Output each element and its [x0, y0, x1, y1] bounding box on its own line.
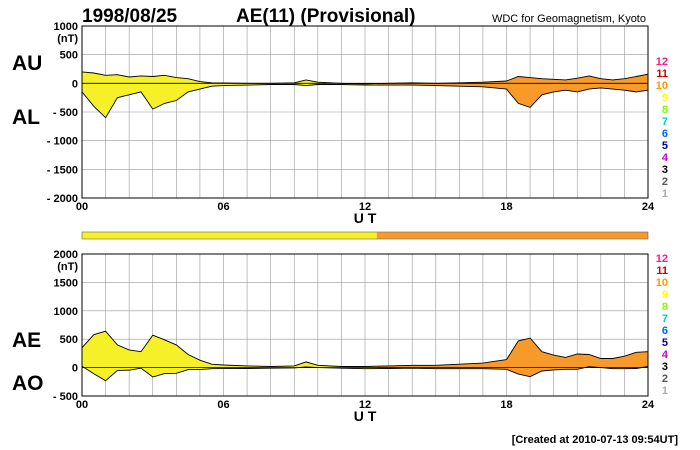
station-bar-frame — [81, 231, 649, 240]
legend-level-12: 12 — [656, 253, 668, 265]
side-label-ae: AE — [12, 329, 41, 352]
x-tick-label: 00 — [76, 201, 88, 213]
legend-level-3: 3 — [662, 164, 668, 176]
legend-level-9: 9 — [662, 92, 668, 104]
legend-level-5: 5 — [662, 337, 668, 349]
legend-level-4: 4 — [662, 152, 669, 164]
legend-level-11: 11 — [656, 68, 668, 80]
y-tick-label: 1000 — [54, 306, 78, 318]
au-al-panel: 1000 500 0 - 500 - 1000 - 1500 - 2000 (nT) 00 06 1… — [12, 21, 655, 226]
legend-level-8: 8 — [662, 104, 668, 116]
side-label-ao: AO — [12, 372, 44, 395]
x-axis-label: U T — [354, 210, 377, 226]
legend-level-1: 1 — [662, 188, 668, 200]
x-tick-label: 06 — [217, 399, 229, 411]
x-tick-label: 24 — [642, 399, 655, 411]
legend-level-5: 5 — [662, 140, 668, 152]
legend-level-4: 4 — [662, 349, 669, 361]
series-line-al — [81, 84, 649, 119]
y-tick-label: 0 — [72, 78, 78, 90]
y-tick-label: 500 — [60, 334, 78, 346]
source-label: WDC for Geomagnetism, Kyoto — [492, 13, 646, 25]
x-tick-label: 12 — [359, 399, 371, 411]
x-tick-label: 06 — [217, 201, 229, 213]
legend-level-1: 1 — [662, 385, 668, 397]
legend-level-12: 12 — [656, 56, 668, 68]
plot-frame — [81, 253, 649, 397]
station-bar-segment-2 — [376, 232, 648, 239]
y-tick-label: - 500 — [53, 107, 78, 119]
area-fill-segment-1 — [82, 331, 377, 381]
legend-level-11: 11 — [656, 265, 668, 277]
x-tick-label: 24 — [642, 201, 655, 213]
legend-level-10: 10 — [656, 80, 668, 92]
area-fill-segment-2 — [376, 74, 648, 108]
legend-level-10: 10 — [656, 277, 668, 289]
area-fill-segment-2 — [376, 338, 648, 377]
series-line-au — [81, 71, 649, 85]
created-label: [Created at 2010-07-13 09:54UT] — [512, 434, 679, 446]
legend-level-6: 6 — [662, 325, 668, 337]
side-label-au: AU — [12, 52, 42, 75]
y-tick-label: - 1500 — [47, 164, 78, 176]
area-fill-segment-1 — [82, 71, 377, 118]
y-unit-label: (nT) — [57, 33, 78, 45]
y-tick-label: 1000 — [54, 21, 78, 33]
x-tick-label: 18 — [500, 201, 512, 213]
date-label: 1998/08/25 — [82, 6, 178, 27]
legend-level-7: 7 — [662, 313, 668, 325]
y-tick-label: 500 — [60, 50, 78, 62]
y-tick-label: 2000 — [54, 249, 78, 261]
x-axis-label: U T — [354, 408, 377, 424]
y-tick-label: 0 — [72, 363, 78, 375]
legend-level-6: 6 — [662, 128, 668, 140]
y-tick-label: - 500 — [53, 391, 78, 403]
legend-level-9: 9 — [662, 289, 668, 301]
plot-frame — [81, 25, 649, 199]
y-unit-label: (nT) — [57, 261, 78, 273]
series-line-ae — [81, 330, 649, 367]
x-tick-label: 18 — [500, 399, 512, 411]
legend-level-2: 2 — [662, 176, 668, 188]
legend-level-8: 8 — [662, 301, 668, 313]
side-label-al: AL — [12, 106, 40, 129]
legend-level-3: 3 — [662, 361, 668, 373]
ae-ao-panel: 2000 1500 1000 500 0 - 500 (nT) 00 06 12 18 24 U T AE… — [12, 249, 655, 424]
x-tick-label: 12 — [359, 201, 371, 213]
legend-level-7: 7 — [662, 116, 668, 128]
station-bar-segment-1 — [82, 232, 377, 239]
series-line-ao — [81, 365, 649, 382]
y-tick-label: - 2000 — [47, 193, 78, 205]
x-tick-label: 00 — [76, 399, 88, 411]
y-tick-label: - 1000 — [47, 136, 78, 148]
chart-title: AE(11) (Provisional) — [236, 6, 416, 27]
y-tick-label: 1500 — [54, 277, 78, 289]
legend-level-2: 2 — [662, 373, 668, 385]
station-count-bar — [81, 231, 649, 240]
